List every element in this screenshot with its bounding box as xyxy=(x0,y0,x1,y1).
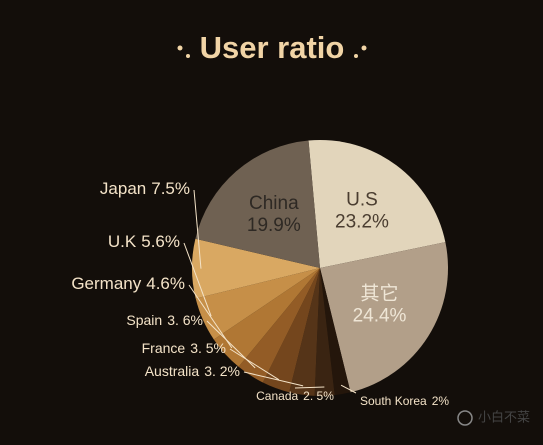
slice-name: China xyxy=(249,193,299,214)
slice-value: 23.2% xyxy=(335,211,389,232)
slice-name: France xyxy=(142,340,186,356)
pie-slice xyxy=(195,268,320,340)
leader-line xyxy=(183,242,212,317)
slice-label: Spain 3. 6% xyxy=(126,312,203,328)
title-dot xyxy=(361,45,367,51)
pie-slice xyxy=(320,268,351,396)
slice-label: Japan 7.5% xyxy=(100,179,190,198)
leader-line xyxy=(243,371,304,387)
title-dot xyxy=(354,54,358,58)
slice-value: 5.6% xyxy=(141,232,180,251)
leader-line xyxy=(340,384,357,394)
chart-title: User ratio xyxy=(200,30,345,65)
slice-name: Germany xyxy=(71,274,141,293)
slice-value: 4.6% xyxy=(146,274,185,293)
title-dot xyxy=(186,54,190,58)
slice-value: 2% xyxy=(432,394,450,408)
pie-slice xyxy=(213,268,320,367)
slice-name: U.S xyxy=(346,189,378,210)
pie-slice xyxy=(262,268,320,393)
slice-value: 3. 5% xyxy=(190,340,226,356)
leader-line xyxy=(206,320,256,369)
slice-value: 19.9% xyxy=(247,215,301,236)
pie-slice xyxy=(289,268,320,396)
leader-line xyxy=(193,189,202,269)
slice-name: Canada xyxy=(256,389,298,403)
slice-value: 24.4% xyxy=(353,306,407,327)
leader-line xyxy=(188,284,233,349)
slice-label: Germany 4.6% xyxy=(71,274,185,293)
pie-slice xyxy=(192,238,320,299)
slice-name: South Korea xyxy=(360,394,427,408)
slice-name: Japan xyxy=(100,179,146,198)
pie-slice xyxy=(195,140,320,268)
slice-label: U.K 5.6% xyxy=(108,232,180,251)
slice-label: South Korea 2% xyxy=(360,394,449,408)
pie xyxy=(192,139,449,397)
slice-name: Spain xyxy=(126,312,162,328)
slice-name: 其它 xyxy=(361,283,399,305)
watermark-icon xyxy=(457,410,473,426)
pie-slice xyxy=(308,139,446,268)
pie-slice xyxy=(320,242,449,393)
leader-line xyxy=(229,348,280,381)
watermark: 小白不菜 xyxy=(478,409,530,424)
slice-name: Australia xyxy=(145,363,200,379)
slice-label: Australia 3. 2% xyxy=(145,363,240,379)
slice-value: 3. 2% xyxy=(204,363,240,379)
title-dot xyxy=(177,45,183,51)
slice-value: 3. 6% xyxy=(167,312,203,328)
slice-value: 7.5% xyxy=(151,179,190,198)
slice-name: U.K xyxy=(108,232,137,251)
pie-slice xyxy=(314,268,335,397)
slice-label: Canada 2. 5% xyxy=(256,389,334,403)
leader-line xyxy=(294,386,325,389)
slice-value: 2. 5% xyxy=(303,389,334,403)
pie-slice xyxy=(238,268,320,383)
slice-label: France 3. 5% xyxy=(142,340,226,356)
